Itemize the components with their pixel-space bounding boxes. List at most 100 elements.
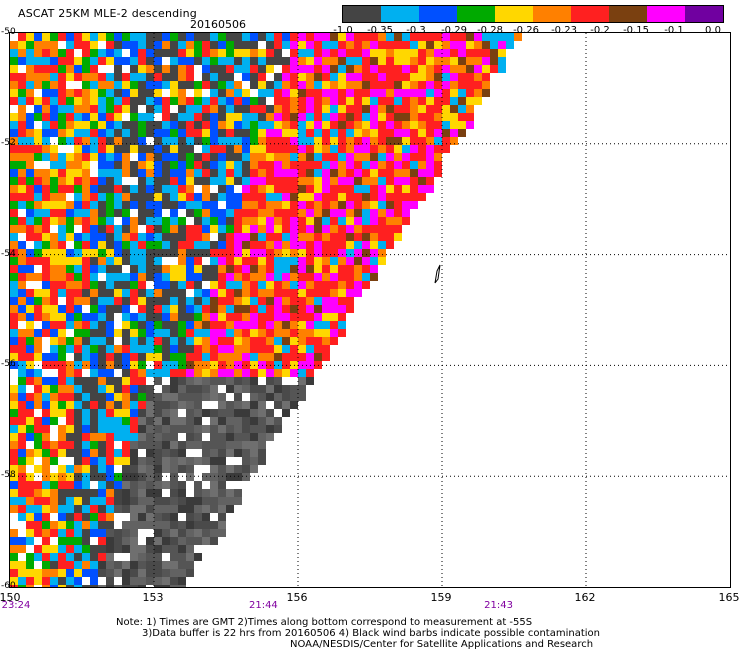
swath-cell — [402, 209, 410, 217]
swath-cell — [250, 225, 258, 233]
swath-cell — [66, 561, 74, 569]
swath-cell — [394, 33, 402, 41]
swath-cell — [386, 105, 394, 113]
swath-cell — [306, 97, 314, 105]
swath-cell — [154, 137, 162, 145]
swath-cell — [218, 57, 226, 65]
swath-cell — [66, 97, 74, 105]
swath-cell — [194, 193, 202, 201]
swath-cell — [306, 321, 314, 329]
swath-cell — [50, 457, 58, 465]
swath-cell — [162, 497, 170, 505]
swath-cell — [258, 33, 266, 41]
swath-cell — [26, 529, 34, 537]
map-plot-area[interactable] — [9, 32, 731, 588]
swath-cell — [306, 249, 314, 257]
swath-cell — [154, 321, 162, 329]
swath-cell — [10, 113, 18, 121]
swath-cell — [218, 417, 226, 425]
swath-cell — [50, 337, 58, 345]
swath-cell — [34, 65, 42, 73]
swath-cell — [266, 57, 274, 65]
swath-cell — [202, 65, 210, 73]
swath-cell — [282, 41, 290, 49]
swath-cell — [226, 441, 234, 449]
swath-cell — [42, 417, 50, 425]
swath-cell — [282, 345, 290, 353]
swath-cell — [50, 377, 58, 385]
swath-cell — [18, 537, 26, 545]
swath-cell — [138, 185, 146, 193]
swath-cell — [34, 537, 42, 545]
swath-cell — [290, 201, 298, 209]
swath-cell — [146, 177, 154, 185]
swath-cell — [250, 345, 258, 353]
swath-cell — [314, 201, 322, 209]
swath-cell — [90, 297, 98, 305]
swath-cell — [154, 385, 162, 393]
swath-cell — [330, 33, 338, 41]
swath-cell — [226, 193, 234, 201]
swath-cell — [82, 57, 90, 65]
swath-cell — [306, 145, 314, 153]
swath-cell — [378, 201, 386, 209]
swath-cell — [50, 481, 58, 489]
swath-cell — [82, 569, 90, 577]
swath-cell — [18, 105, 26, 113]
swath-cell — [114, 65, 122, 73]
swath-cell — [138, 537, 146, 545]
swath-cell — [66, 57, 74, 65]
swath-cell — [330, 177, 338, 185]
swath-cell — [410, 121, 418, 129]
swath-cell — [10, 105, 18, 113]
swath-cell — [210, 49, 218, 57]
swath-cell — [58, 377, 66, 385]
swath-cell — [106, 553, 114, 561]
swath-cell — [210, 217, 218, 225]
swath-cell — [234, 433, 242, 441]
swath-cell — [154, 369, 162, 377]
swath-cell — [146, 81, 154, 89]
swath-cell — [418, 161, 426, 169]
swath-cell — [10, 513, 18, 521]
swath-cell — [42, 521, 50, 529]
swath-cell — [82, 473, 90, 481]
swath-cell — [42, 129, 50, 137]
swath-cell — [58, 561, 66, 569]
swath-cell — [186, 169, 194, 177]
swath-cell — [394, 169, 402, 177]
swath-cell — [162, 145, 170, 153]
swath-cell — [98, 329, 106, 337]
swath-cell — [122, 409, 130, 417]
swath-cell — [274, 113, 282, 121]
swath-cell — [194, 441, 202, 449]
swath-cell — [450, 137, 458, 145]
swath-cell — [210, 465, 218, 473]
swath-cell — [106, 113, 114, 121]
swath-cell — [130, 169, 138, 177]
swath-cell — [42, 289, 50, 297]
swath-cell — [18, 369, 26, 377]
swath-cell — [170, 401, 178, 409]
swath-cell — [434, 105, 442, 113]
swath-cell — [106, 121, 114, 129]
swath-cell — [330, 137, 338, 145]
swath-cell — [314, 265, 322, 273]
swath-cell — [66, 353, 74, 361]
swath-cell — [98, 241, 106, 249]
swath-cell — [210, 449, 218, 457]
swath-cell — [354, 201, 362, 209]
swath-cell — [66, 257, 74, 265]
swath-cell — [170, 369, 178, 377]
swath-cell — [346, 177, 354, 185]
swath-cell — [234, 441, 242, 449]
swath-cell — [290, 81, 298, 89]
swath-cell — [242, 353, 250, 361]
swath-cell — [34, 185, 42, 193]
swath-cell — [114, 209, 122, 217]
swath-cell — [378, 225, 386, 233]
swath-cell — [58, 113, 66, 121]
swath-cell — [90, 73, 98, 81]
swath-cell — [378, 129, 386, 137]
swath-cell — [218, 161, 226, 169]
